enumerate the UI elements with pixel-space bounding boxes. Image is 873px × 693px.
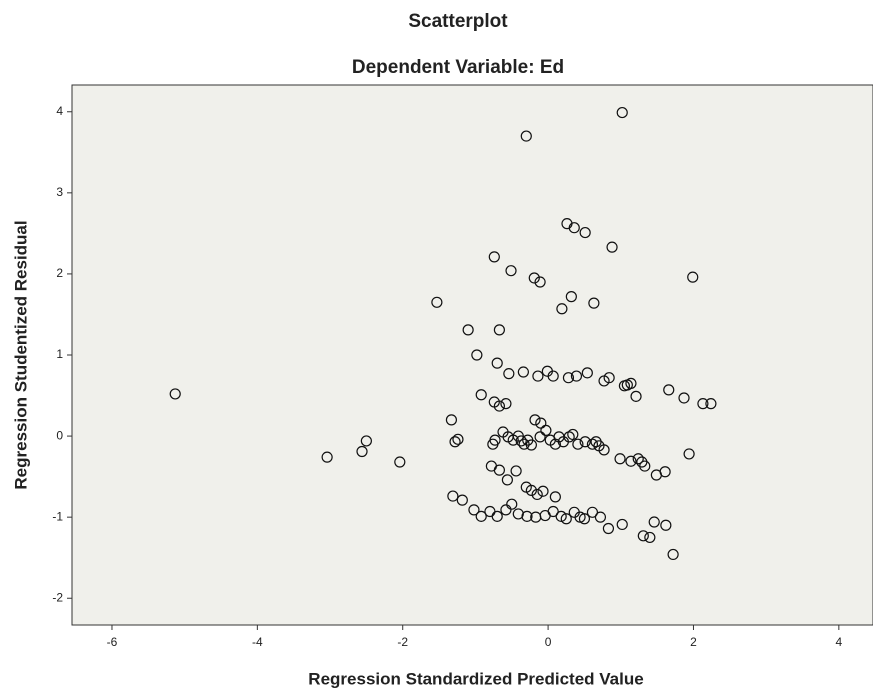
x-axis-label: Regression Standardized Predicted Value: [308, 669, 643, 688]
y-tick-label: 2: [56, 266, 63, 280]
y-tick-label: -1: [52, 509, 63, 523]
x-tick-label: 4: [835, 635, 842, 649]
x-tick-label: -4: [252, 635, 263, 649]
chart: Scatterplot Dependent Variable: Ed Regre…: [0, 0, 873, 693]
y-axis-label: Regression Studentized Residual: [11, 220, 30, 489]
x-tick-label: 2: [690, 635, 697, 649]
y-tick-label: -2: [52, 590, 63, 604]
page: {"chart_data": {"type": "scatter", "titl…: [0, 0, 873, 693]
y-tick-label: 4: [56, 104, 63, 118]
plot-area: [72, 85, 873, 625]
x-tick-label: -2: [397, 635, 408, 649]
chart-subtitle: Dependent Variable: Ed: [352, 57, 564, 78]
x-tick-label: 0: [545, 635, 552, 649]
y-tick-label: 3: [56, 185, 63, 199]
x-tick-label: -6: [107, 635, 118, 649]
chart-title: Scatterplot: [408, 11, 508, 32]
y-tick-label: 0: [56, 428, 63, 442]
y-tick-label: 1: [56, 347, 63, 361]
